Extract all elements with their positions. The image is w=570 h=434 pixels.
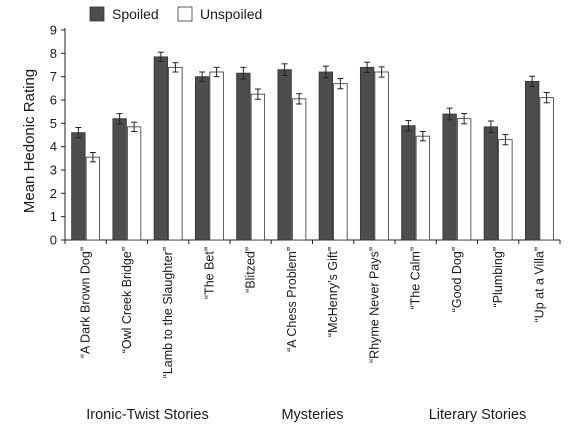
x-tick-label: “Up at a Villa” [532, 247, 546, 323]
bar-spoiled [359, 66, 375, 241]
bar-unspoiled [85, 156, 101, 241]
y-tick-label: 4 [50, 139, 57, 154]
axes: 0 1 2 3 4 5 6 7 8 9 [50, 23, 561, 248]
bar-spoiled [236, 72, 251, 241]
y-tick-label: 7 [50, 69, 57, 84]
x-tick-labels: “A Dark Brown Dog” “Owl Creek Bridge” “Lam… [79, 247, 547, 378]
group-label: Ironic-Twist Stories [86, 407, 208, 423]
bars-layer [71, 51, 554, 241]
bar-unspoiled [168, 66, 183, 241]
y-tick-label: 6 [50, 93, 57, 108]
bar-unspoiled [456, 118, 472, 241]
bar-unspoiled [333, 83, 348, 241]
x-tick-label: “The Calm” [409, 247, 423, 310]
bar-unspoiled [209, 71, 224, 241]
bar-unspoiled [374, 71, 389, 241]
y-tick-label: 8 [50, 46, 57, 61]
bar-spoiled [442, 113, 457, 241]
x-tick-label: “The Bet” [202, 247, 216, 299]
bar-spoiled [71, 132, 86, 241]
bar-spoiled [524, 80, 540, 241]
bar-spoiled [483, 126, 499, 241]
y-tick-label: 5 [50, 116, 57, 131]
bar-unspoiled [291, 98, 307, 241]
bar-spoiled [318, 71, 334, 241]
x-tick-label: “Blitzed” [244, 247, 258, 293]
bar-unspoiled [539, 97, 554, 241]
legend-label: Spoiled [112, 6, 159, 22]
y-tick-label: 9 [50, 23, 57, 38]
y-tick-label: 1 [50, 209, 57, 224]
x-tick-label: “Rhyme Never Pays” [367, 247, 381, 363]
legend-swatch-unspoiled [177, 6, 193, 22]
x-tick-label: “McHenry’s Gift” [326, 247, 340, 337]
bar-unspoiled [126, 126, 142, 241]
chart-legend: Spoiled Unspoiled [89, 6, 262, 22]
bar-unspoiled [250, 93, 266, 241]
x-tick-label: “Plumbing” [491, 247, 505, 307]
y-tick-label: 0 [50, 233, 57, 248]
bar-spoiled [277, 69, 292, 241]
legend-label: Unspoiled [200, 6, 262, 22]
bar-spoiled [153, 56, 169, 241]
y-tick-label: 3 [50, 163, 57, 178]
bar-unspoiled [498, 139, 513, 241]
x-tick-label: “A Chess Problem” [285, 247, 299, 352]
bar-spoiled [401, 125, 416, 241]
bar-unspoiled [415, 135, 431, 241]
x-tick-label: “Lamb to the Slaughter” [161, 247, 175, 378]
y-tick-label: 2 [50, 186, 57, 201]
x-tick-label: “A Dark Brown Dog” [79, 247, 93, 358]
y-axis-label: Mean Hedonic Rating [21, 69, 38, 213]
bar-spoiled [194, 76, 210, 241]
bar-spoiled [112, 118, 127, 241]
legend-swatch-spoiled [89, 6, 105, 22]
group-label: Mysteries [281, 407, 343, 423]
x-tick-label: “Owl Creek Bridge” [120, 247, 134, 353]
group-label: Literary Stories [429, 407, 527, 423]
x-tick-label: “Good Dog” [450, 247, 464, 312]
group-labels: Ironic-Twist Stories Mysteries Literary St… [86, 407, 526, 423]
